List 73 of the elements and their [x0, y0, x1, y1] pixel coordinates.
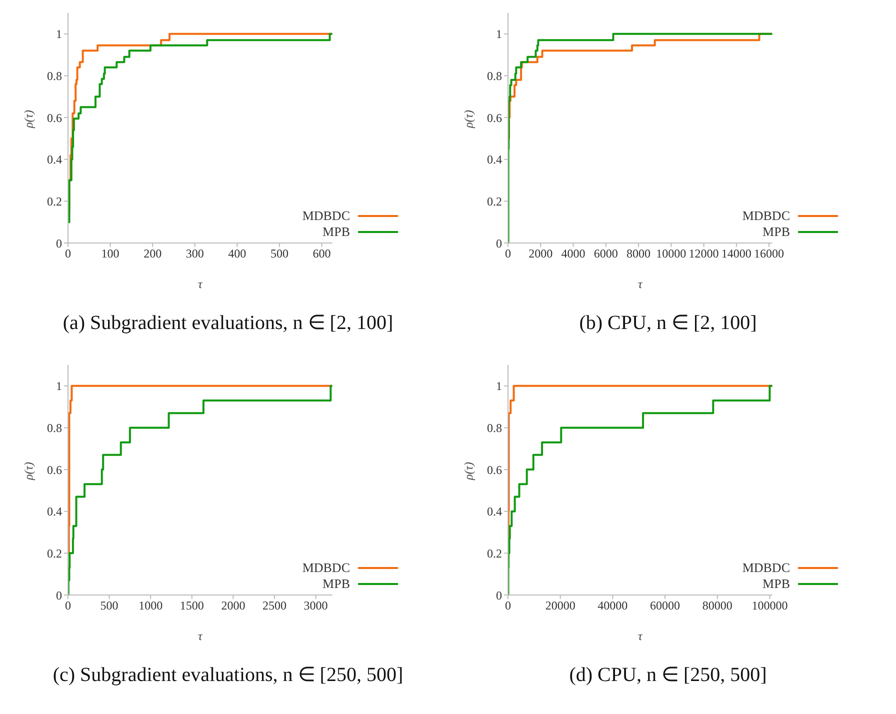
- legend-label: MPB: [762, 576, 790, 592]
- y-tick-label: 0.4: [47, 152, 62, 167]
- y-tick-label: 0.8: [47, 420, 62, 435]
- legend-label: MDBDC: [742, 208, 790, 224]
- y-tick-label: 0.4: [47, 504, 62, 519]
- x-tick-label: 10000: [656, 246, 686, 261]
- x-tick-label: 60000: [650, 598, 680, 613]
- x-axis-title: τ: [198, 277, 204, 291]
- x-tick-label: 1500: [180, 598, 204, 613]
- y-tick-label: 0: [496, 588, 502, 602]
- x-tick-label: 14000: [721, 246, 752, 261]
- x-tick-label: 3000: [304, 598, 328, 613]
- x-tick-label: 20000: [545, 598, 576, 613]
- x-tick-label: 40000: [598, 598, 628, 613]
- y-tick-label: 1: [56, 27, 62, 42]
- x-tick-label: 80000: [702, 598, 732, 613]
- y-axis-title: ρ(τ): [461, 110, 476, 129]
- y-tick-label: 1: [496, 27, 502, 42]
- x-tick-label: 500: [270, 246, 288, 261]
- y-tick-label: 0.6: [47, 462, 62, 477]
- y-tick-label: 0.8: [487, 420, 502, 435]
- text: (c) Subgradient evaluations, n ∈ [250, 500]: [52, 663, 404, 687]
- x-tick-label: 500: [100, 598, 118, 613]
- y-tick-label: 0: [56, 236, 62, 250]
- text: (b) CPU, n ∈ [2, 100]: [578, 311, 758, 335]
- y-axis-title: ρ(τ): [461, 462, 476, 481]
- x-tick-label: 0: [65, 598, 71, 613]
- x-tick-label: 4000: [561, 246, 586, 261]
- legend-label: MDBDC: [302, 208, 350, 224]
- x-tick-label: 100: [101, 246, 120, 261]
- x-tick-label: 2000: [221, 598, 246, 613]
- y-tick-label: 0.6: [487, 462, 502, 477]
- x-tick-label: 2500: [262, 598, 286, 613]
- text: (d) CPU, n ∈ [250, 500]: [568, 663, 768, 687]
- y-tick-label: 0.6: [47, 110, 62, 125]
- x-tick-label: 200: [144, 246, 162, 261]
- x-tick-label: 600: [312, 246, 331, 261]
- x-tick-label: 2000: [528, 246, 553, 261]
- x-tick-label: 1000: [138, 598, 163, 613]
- x-tick-label: 400: [228, 246, 246, 261]
- y-tick-label: 0.8: [47, 68, 62, 83]
- y-tick-label: 0.6: [487, 110, 502, 125]
- x-axis-title: τ: [638, 277, 644, 291]
- y-tick-label: 0.2: [47, 194, 62, 208]
- legend-label: MPB: [322, 224, 350, 240]
- text: (a) Subgradient evaluations, n ∈ [2, 100]: [62, 311, 394, 335]
- y-axis-title: ρ(τ): [21, 110, 36, 129]
- x-tick-label: 12000: [688, 246, 719, 261]
- legend-label: MPB: [762, 224, 790, 240]
- y-tick-label: 0.2: [487, 546, 502, 560]
- legend-label: MDBDC: [302, 560, 350, 576]
- y-axis-title: ρ(τ): [21, 462, 36, 481]
- y-tick-label: 1: [496, 379, 502, 394]
- x-tick-label: 8000: [626, 246, 651, 261]
- x-tick-label: 300: [186, 246, 204, 261]
- y-tick-label: 0.8: [487, 68, 502, 83]
- legend-label: MDBDC: [742, 560, 790, 576]
- x-tick-label: 100000: [752, 598, 788, 613]
- x-tick-label: 0: [505, 598, 511, 613]
- x-tick-label: 0: [505, 246, 511, 261]
- y-tick-label: 1: [56, 379, 62, 394]
- x-tick-label: 0: [65, 246, 71, 261]
- legend-label: MPB: [322, 576, 350, 592]
- y-tick-label: 0.2: [487, 194, 502, 208]
- y-tick-label: 0: [56, 588, 62, 602]
- x-tick-label: 16000: [754, 246, 784, 261]
- x-axis-title: τ: [198, 629, 204, 643]
- y-tick-label: 0.4: [487, 152, 502, 167]
- x-axis-title: τ: [638, 629, 644, 643]
- x-tick-label: 6000: [594, 246, 618, 261]
- y-tick-label: 0.4: [487, 504, 502, 519]
- y-tick-label: 0.2: [47, 546, 62, 560]
- y-tick-label: 0: [496, 236, 502, 250]
